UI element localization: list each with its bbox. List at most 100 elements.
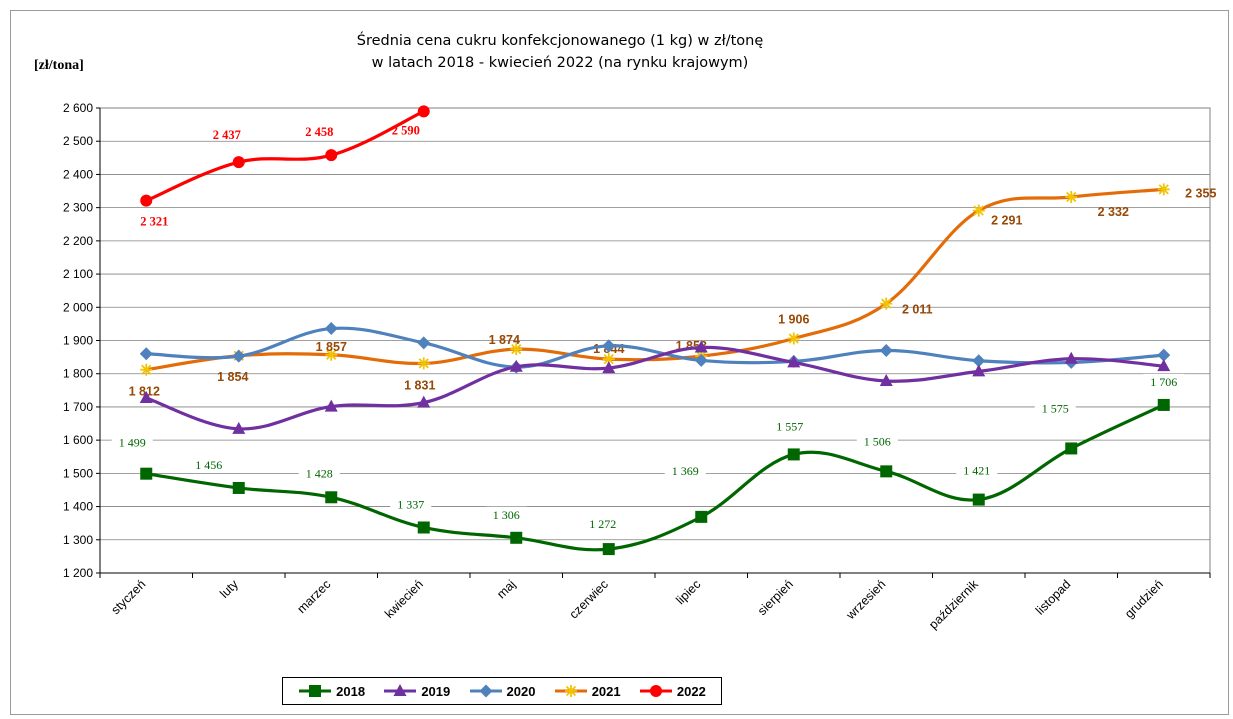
star-stroke: [141, 364, 152, 375]
data-label-2022: 2 321: [140, 215, 168, 229]
x-tick-label: wrzesień: [843, 577, 889, 623]
data-label-2018: 1 506: [864, 434, 891, 448]
data-point-2021: [417, 357, 430, 370]
y-tick-label: 1 400: [63, 500, 93, 514]
data-point-2021: [880, 297, 893, 310]
data-label-2021: 2 011: [902, 303, 933, 317]
series-line-2020: [146, 326, 1164, 369]
data-label-2018: 1 499: [119, 436, 146, 450]
data-label-2018: 1 421: [963, 464, 990, 478]
data-point-2019: [972, 364, 986, 377]
series-2018: 1 499 1 456 1 428 1 337 1 306 1 272 1 369 1 557…: [111, 373, 1185, 556]
chart-title-line-2: w latach 2018 - kwiecień 2022 (na rynku …: [371, 55, 749, 71]
data-point-2021: [325, 348, 338, 361]
data-point-2022: [325, 149, 338, 162]
data-point-2020: [879, 343, 893, 357]
star-stroke: [603, 353, 614, 365]
star-stroke: [881, 298, 892, 309]
data-label-bg: [769, 418, 811, 434]
data-point-2021: [602, 353, 615, 366]
data-point-2021: [1157, 183, 1170, 196]
star-stroke: [511, 343, 522, 355]
legend-item-2021: 2021: [554, 684, 621, 699]
data-point-2020: [972, 354, 986, 368]
data-point-2022: [140, 194, 153, 207]
data-point-2019: [232, 421, 246, 434]
data-label-2021: 2 291: [991, 214, 1022, 228]
legend-swatch-marker: [564, 685, 577, 697]
data-point-2018: [972, 493, 985, 506]
data-point-2018: [325, 491, 338, 504]
legend-swatch-2019: [384, 684, 417, 696]
data-label-2021: 1 831: [404, 378, 435, 392]
data-label-bg: [582, 516, 624, 532]
legend-swatch-2022: [639, 685, 672, 697]
data-point-2019: [509, 359, 523, 372]
data-point-2020: [232, 349, 246, 363]
x-tick-label: styczeń: [108, 577, 148, 617]
legend-label: 2018: [336, 683, 366, 699]
y-tick-label: 1 600: [63, 433, 93, 447]
data-label-bg: [298, 465, 340, 481]
data-point-2018: [602, 543, 615, 556]
legend-swatch-marker: [393, 684, 407, 696]
data-point-2018: [787, 448, 800, 461]
y-tick-label: 2 100: [63, 267, 93, 281]
y-tick-label: 1 300: [63, 533, 93, 547]
x-tick-label: luty: [217, 577, 241, 601]
data-label-2022: 2 458: [305, 125, 333, 139]
star-stroke: [565, 685, 576, 697]
data-point-2022: [417, 105, 430, 118]
data-point-2019: [879, 374, 893, 387]
legend-swatch-2020: [469, 684, 502, 698]
data-point-2021: [510, 343, 523, 356]
data-label-2021: 1 874: [489, 333, 520, 347]
data-label-2018: 1 557: [776, 419, 803, 433]
legend-label: 2020: [506, 683, 536, 699]
y-tick-label: 1 900: [63, 334, 93, 348]
data-label-2021: 2 355: [1185, 186, 1216, 200]
data-point-2018: [417, 521, 430, 534]
data-label-bg: [856, 433, 898, 449]
legend-label: 2021: [591, 683, 621, 699]
data-label-2018: 1 337: [397, 497, 424, 511]
chart-title: Średnia cena cukru konfekcjonowanego (1 …: [300, 30, 820, 74]
y-tick-label: 2 000: [63, 300, 93, 314]
y-tick-label: 1 800: [63, 367, 93, 381]
data-label-2021: 1 812: [129, 385, 160, 399]
x-tick-label: lipiec: [673, 577, 703, 607]
data-label-bg: [390, 496, 432, 512]
star-stroke: [788, 333, 799, 344]
star-stroke: [326, 349, 337, 360]
x-tick-label: maj: [494, 577, 518, 601]
data-point-2018: [510, 531, 523, 544]
data-point-2019: [602, 361, 616, 374]
data-point-2020: [602, 339, 616, 353]
data-point-2021: [140, 363, 153, 376]
data-point-2020: [139, 347, 153, 361]
legend-swatch-2018: [299, 685, 332, 697]
star-stroke: [973, 205, 984, 216]
data-point-2020: [417, 336, 431, 350]
legend-swatch-marker: [649, 685, 662, 697]
data-point-2019: [324, 399, 338, 412]
data-label-bg: [956, 462, 998, 478]
series-line-2019: [145, 345, 1164, 431]
x-tick-label: sierpień: [755, 577, 796, 618]
data-label-bg: [1034, 400, 1076, 416]
x-tick-label: marzec: [294, 577, 333, 616]
data-point-2020: [1157, 348, 1171, 362]
data-point-2018: [880, 465, 893, 478]
data-point-2018: [232, 481, 245, 494]
y-tick-label: 2 500: [63, 134, 93, 148]
x-tick-label: październik: [926, 577, 981, 632]
data-point-2019: [787, 355, 801, 368]
legend-item-2018: 2018: [298, 684, 365, 699]
data-point-2021: [972, 204, 985, 217]
legend-item-2020: 2020: [469, 683, 536, 699]
data-point-2018: [695, 510, 708, 523]
data-label-2018: 1 369: [672, 464, 699, 478]
data-point-2018: [1157, 398, 1170, 411]
data-point-2018: [140, 467, 153, 480]
